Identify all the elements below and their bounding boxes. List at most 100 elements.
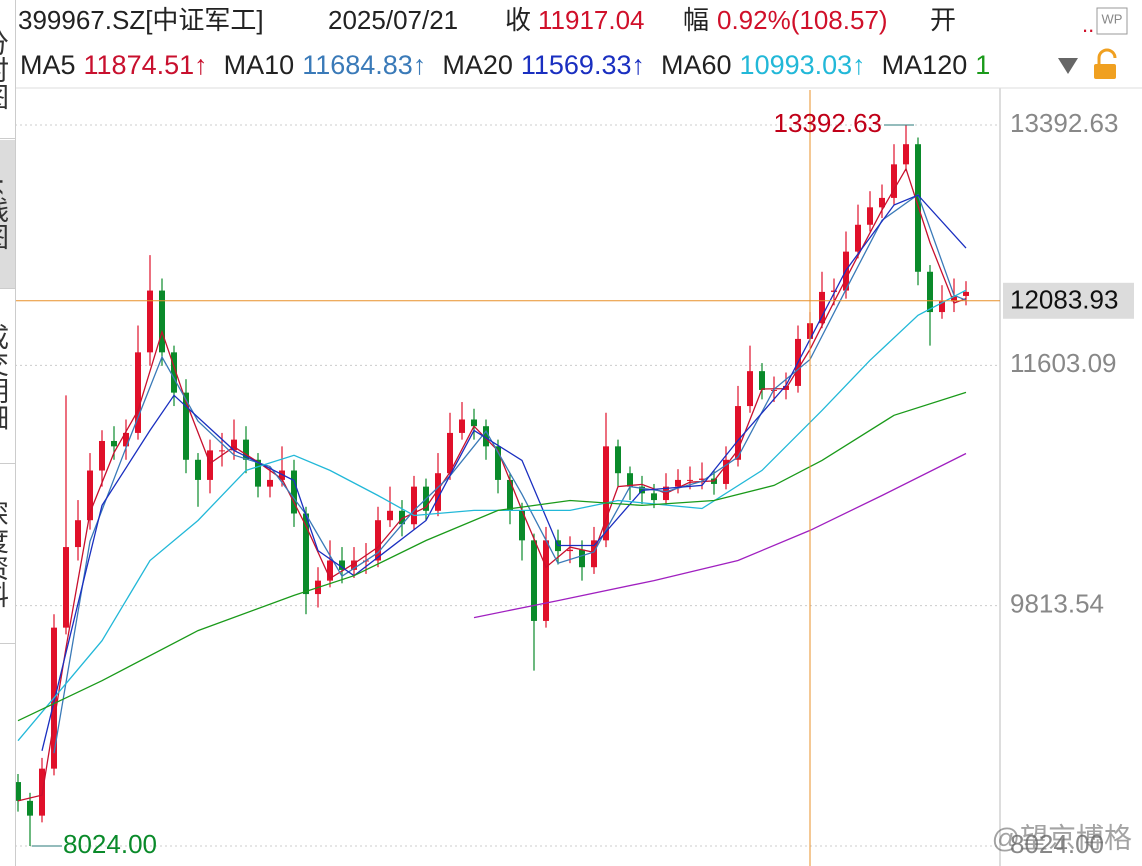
legend-value: 11684.83↑ bbox=[302, 50, 427, 80]
candle-body bbox=[495, 446, 501, 480]
candle-body bbox=[183, 392, 189, 460]
candle-body bbox=[543, 540, 549, 621]
candle-body bbox=[591, 540, 597, 568]
legend-value: 11874.51↑ bbox=[83, 50, 208, 80]
y-tick-label: 11603.09 bbox=[1010, 348, 1117, 378]
candle-body bbox=[375, 520, 381, 561]
y-tick-label: 8024.00 bbox=[1010, 829, 1104, 859]
candle-body bbox=[159, 290, 165, 353]
candle-body bbox=[723, 459, 729, 484]
legend-item: MA120 1 bbox=[882, 48, 991, 82]
candle-body bbox=[579, 549, 585, 568]
legend-value: 11569.33↑ bbox=[520, 50, 645, 80]
candle-body bbox=[123, 432, 129, 447]
code: 399967.SZ[中证军工] bbox=[18, 5, 264, 35]
candle-body bbox=[759, 371, 765, 390]
side-tab[interactable]: 成交明细 bbox=[0, 290, 15, 464]
candle-body bbox=[567, 549, 573, 552]
legend-value: 1 bbox=[975, 50, 991, 80]
legend-name: MA60 bbox=[661, 50, 732, 80]
candle-body bbox=[411, 486, 417, 525]
ma-line bbox=[473, 452, 967, 619]
date: 2025/07/21 bbox=[328, 5, 459, 35]
ma-line bbox=[17, 391, 967, 722]
crosshair-box bbox=[1003, 282, 1134, 319]
candle-body bbox=[171, 352, 177, 393]
legend-name: MA5 bbox=[20, 50, 76, 80]
candle-body bbox=[747, 371, 753, 407]
y-tick-label: 13392.63 bbox=[1010, 108, 1118, 138]
candle-body bbox=[63, 547, 69, 628]
candle-body bbox=[651, 493, 657, 501]
candle-body bbox=[879, 197, 885, 208]
candle-body bbox=[147, 290, 153, 353]
candle-body bbox=[195, 459, 201, 480]
candle-body bbox=[939, 301, 945, 313]
watermark: @望京博格 bbox=[992, 822, 1132, 853]
lock-icon[interactable] bbox=[1094, 48, 1117, 79]
candle-body bbox=[351, 560, 357, 570]
candle-body bbox=[867, 207, 873, 225]
close: 11917.04 bbox=[538, 5, 645, 35]
side-tab[interactable]: K线图 bbox=[0, 140, 15, 289]
change: 0.92%(108.57) bbox=[717, 5, 888, 35]
more[interactable]: .. bbox=[1082, 12, 1094, 37]
close-label: 收 bbox=[505, 5, 532, 35]
high-label: 13392.63 bbox=[774, 108, 882, 138]
legend-item: MA60 10993.03↑ bbox=[661, 48, 866, 82]
y-tick-label: 9813.54 bbox=[1010, 589, 1104, 619]
legend-item: MA5 11874.51↑ bbox=[20, 48, 208, 82]
side-tab[interactable]: 深度资料 bbox=[0, 465, 15, 644]
legend-item: MA10 11684.83↑ bbox=[224, 48, 427, 82]
ma-line bbox=[53, 193, 967, 754]
candle-body bbox=[87, 470, 93, 521]
candle-body bbox=[27, 800, 33, 816]
candle-body bbox=[615, 446, 621, 474]
candle-body bbox=[435, 473, 441, 511]
candle-body bbox=[267, 479, 273, 487]
candle-body bbox=[99, 440, 105, 471]
candle-body bbox=[963, 291, 969, 296]
legend-name: MA10 bbox=[223, 50, 295, 80]
side-tabs: 分时图 K线图 成交明细 深度资料 bbox=[0, 0, 16, 866]
candle-body bbox=[483, 426, 489, 447]
candle-body bbox=[135, 352, 141, 433]
candle-body bbox=[627, 473, 633, 487]
candle-body bbox=[699, 478, 705, 480]
candle-body bbox=[891, 164, 897, 198]
candle-body bbox=[279, 470, 285, 480]
candle-body bbox=[687, 479, 693, 481]
dropdown[interactable] bbox=[1058, 58, 1078, 74]
candle-body bbox=[675, 479, 681, 487]
candle-body bbox=[15, 782, 21, 801]
candle-body bbox=[531, 540, 537, 621]
candle-body bbox=[831, 290, 837, 292]
candle-body bbox=[387, 510, 393, 521]
candle-body bbox=[75, 520, 81, 548]
legend: MA5 11874.51↑ MA10 11684.83↑ MA20 11569.33↑ MA… bbox=[20, 48, 1050, 82]
ma-line bbox=[17, 167, 967, 802]
candle-body bbox=[303, 513, 309, 595]
candle-body bbox=[219, 450, 225, 452]
candle-body bbox=[603, 446, 609, 541]
ma-line bbox=[41, 194, 967, 751]
wp-icon[interactable] bbox=[1096, 7, 1128, 35]
candle-body bbox=[519, 510, 525, 541]
change-label: 幅 bbox=[683, 5, 710, 35]
side-tab[interactable]: 分时图 bbox=[0, 0, 15, 139]
ma-line bbox=[17, 289, 967, 742]
open-label: 开 bbox=[930, 5, 957, 35]
candle-body bbox=[951, 295, 957, 302]
candle-body bbox=[231, 439, 237, 451]
wp-text[interactable]: WP bbox=[1102, 11, 1123, 26]
candle-body bbox=[903, 144, 909, 165]
legend-value: 10993.03↑ bbox=[739, 50, 866, 80]
candle-body bbox=[459, 419, 465, 433]
candle-body bbox=[327, 560, 333, 581]
candle-body bbox=[291, 470, 297, 514]
candle-body bbox=[207, 450, 213, 480]
candle-body bbox=[255, 459, 261, 487]
candle-body bbox=[243, 439, 249, 460]
